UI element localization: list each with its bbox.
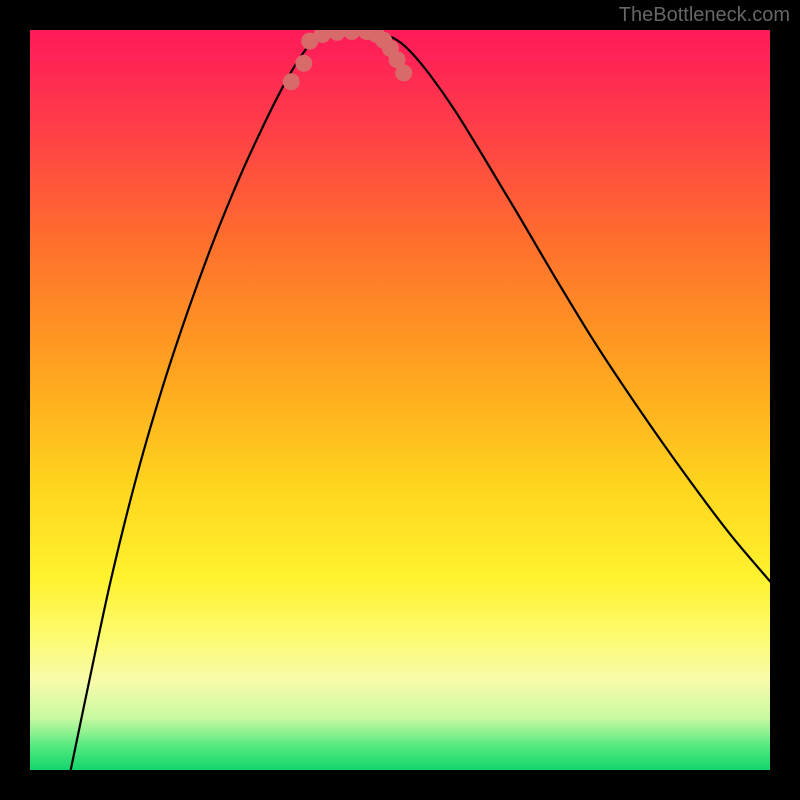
marker-point — [395, 64, 412, 81]
chart-canvas — [30, 30, 770, 770]
bottleneck-curve-chart — [30, 30, 770, 770]
watermark-text: TheBottleneck.com — [619, 4, 790, 27]
marker-point — [295, 55, 312, 72]
gradient-background — [30, 30, 770, 770]
marker-point — [283, 73, 300, 90]
